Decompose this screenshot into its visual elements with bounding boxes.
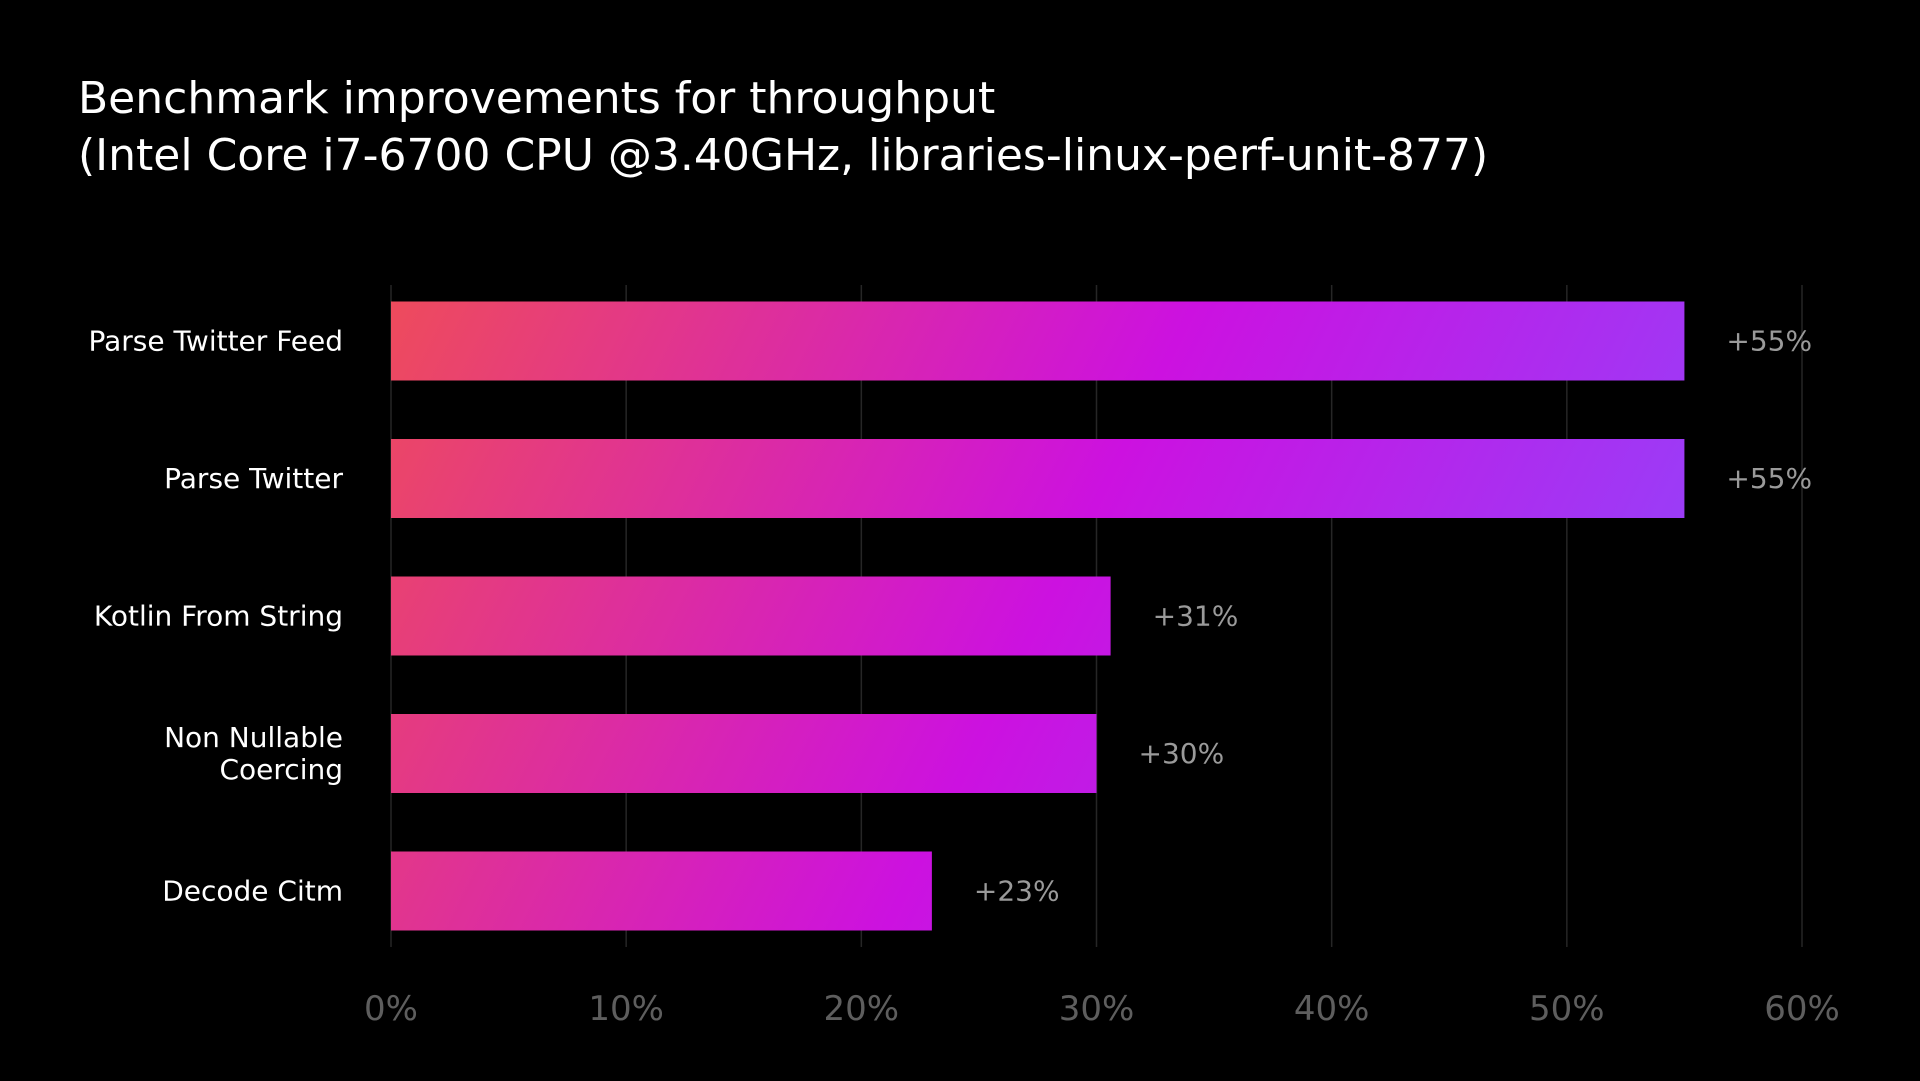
category-label: Parse Twitter xyxy=(164,462,343,495)
category-label: Non Nullable xyxy=(164,721,343,754)
bar xyxy=(391,851,932,931)
x-tick-label: 60% xyxy=(1764,989,1840,1029)
chart-title: Benchmark improvements for throughput (I… xyxy=(78,70,1488,184)
x-tick-label: 30% xyxy=(1059,989,1135,1029)
category-label: Decode Citm xyxy=(162,875,343,908)
x-tick-label: 0% xyxy=(364,989,418,1029)
bars xyxy=(391,301,1685,931)
bar xyxy=(391,576,1111,656)
data-labels: +55% +55% +31% +30% +23% xyxy=(974,325,1812,908)
x-tick-label: 10% xyxy=(588,989,664,1029)
category-label: Coercing xyxy=(220,753,344,786)
data-label: +31% xyxy=(1153,600,1239,633)
bar xyxy=(391,301,1685,381)
x-axis-ticks: 0% 10% 20% 30% 40% 50% 60% xyxy=(364,989,1840,1029)
data-label: +30% xyxy=(1139,737,1225,770)
x-tick-label: 20% xyxy=(824,989,900,1029)
data-label: +23% xyxy=(974,875,1060,908)
subtitle-line: (Intel Core i7-6700 CPU @3.40GHz, librar… xyxy=(78,130,1489,181)
x-tick-label: 50% xyxy=(1529,989,1605,1029)
data-label: +55% xyxy=(1726,462,1812,495)
x-tick-label: 40% xyxy=(1294,989,1370,1029)
bar xyxy=(391,714,1097,793)
bar xyxy=(391,439,1685,518)
title-line: Benchmark improvements for throughput xyxy=(78,73,996,124)
category-label: Parse Twitter Feed xyxy=(88,325,343,358)
data-label: +55% xyxy=(1726,325,1812,358)
category-labels: Parse Twitter Feed Parse Twitter Kotlin Fr… xyxy=(88,325,343,908)
category-label: Kotlin From String xyxy=(94,600,343,633)
